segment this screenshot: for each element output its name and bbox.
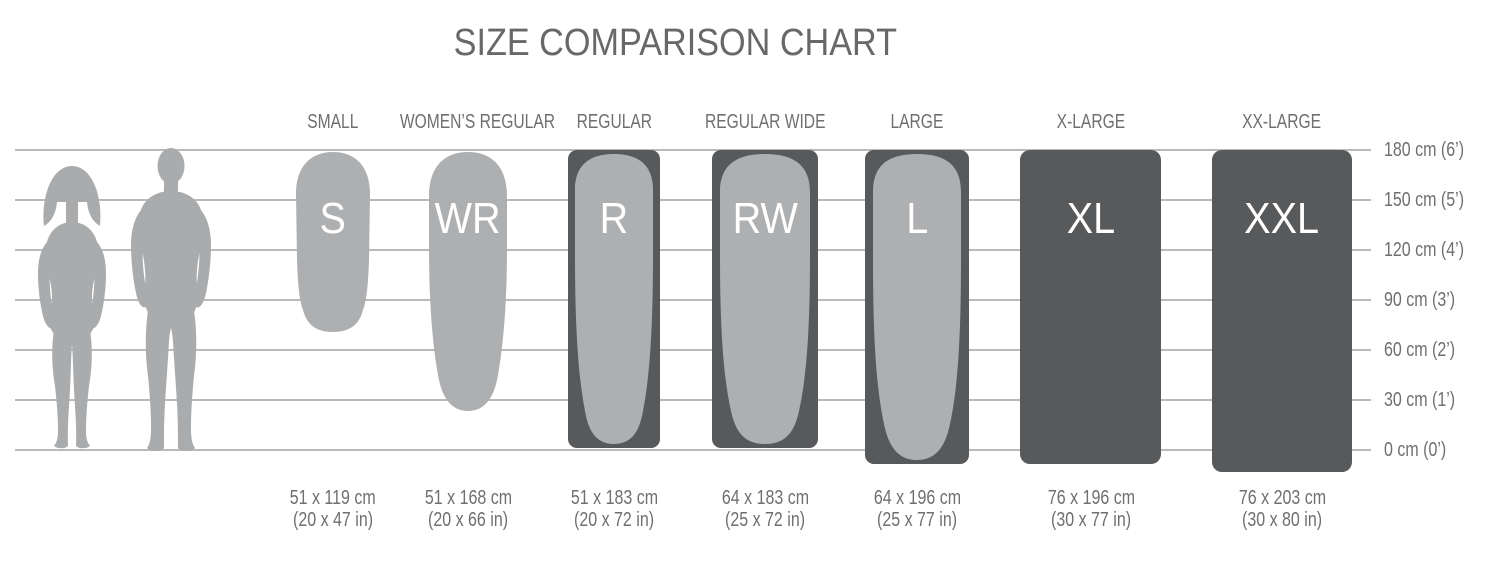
pad-abbr-regular-wide: RW [732,194,798,243]
grid-line-150cm [15,199,1371,201]
axis-label-0cm: 0 cm (0’) [1384,439,1447,461]
size-label-xx-large: XX-LARGE [1242,111,1322,133]
dimensions-x-large: 76 x 196 cm (30 x 77 in) [1001,487,1181,531]
dimensions-in: (25 x 77 in) [876,509,958,531]
pad-abbr-small: S [319,194,347,243]
grid-line-180cm [15,149,1371,151]
dimensions-in: (20 x 47 in) [292,509,374,531]
axis-label-120cm: 120 cm (4’) [1384,239,1465,261]
pad-shape-regular: R [568,150,660,448]
dimensions-in: (20 x 72 in) [573,509,655,531]
size-label-regular: REGULAR [576,111,652,133]
dimensions-cm: 76 x 203 cm [1238,487,1326,509]
size-label-x-large: X-LARGE [1056,111,1126,133]
grid-line-0cm [15,449,1371,451]
pad-abbr-xx-large: XXL [1244,194,1320,243]
pad-abbr-womens-regular: WR [435,194,501,243]
dimensions-in: (20 x 66 in) [427,509,509,531]
axis-label-60cm: 60 cm (2’) [1384,339,1456,361]
size-label-regular-wide: REGULAR WIDE [704,111,826,133]
size-label-large: LARGE [890,111,944,133]
dimensions-regular: 51 x 183 cm (20 x 72 in) [524,487,704,531]
pad-abbr-x-large: XL [1066,194,1115,243]
pad-shape-x-large: XL [1020,150,1161,464]
grid-line-90cm [15,299,1371,301]
man-silhouette-icon [127,147,215,452]
page-title: SIZE COMPARISON CHART [453,22,897,64]
woman-silhouette-icon [34,162,110,450]
dimensions-xx-large: 76 x 203 cm (30 x 80 in) [1192,487,1372,531]
dimensions-in: (25 x 72 in) [724,509,806,531]
size-label-womens-regular: WOMEN’S REGULAR [399,111,556,133]
pad-abbr-large: L [905,194,929,243]
dimensions-large: 64 x 196 cm (25 x 77 in) [827,487,1007,531]
dimensions-regular-wide: 64 x 183 cm (25 x 72 in) [675,487,855,531]
pad-shape-xx-large: XXL [1212,150,1352,472]
dimensions-in: (30 x 80 in) [1241,509,1323,531]
dimensions-womens-regular: 51 x 168 cm (20 x 66 in) [378,487,558,531]
axis-label-90cm: 90 cm (3’) [1384,289,1456,311]
axis-label-180cm: 180 cm (6’) [1384,139,1465,161]
dimensions-cm: 51 x 168 cm [424,487,512,509]
size-label-small: SMALL [307,111,359,133]
axis-label-30cm: 30 cm (1’) [1384,389,1456,411]
dimensions-cm: 76 x 196 cm [1047,487,1135,509]
dimensions-cm: 64 x 183 cm [721,487,809,509]
grid-line-30cm [15,399,1371,401]
dimensions-in: (30 x 77 in) [1050,509,1132,531]
pad-shape-small: S [291,150,375,334]
pad-abbr-regular: R [599,194,629,243]
grid-line-120cm [15,249,1371,251]
dimensions-cm: 51 x 183 cm [570,487,658,509]
grid-line-60cm [15,349,1371,351]
dimensions-cm: 51 x 119 cm [290,487,376,509]
dimensions-cm: 64 x 196 cm [873,487,961,509]
axis-label-150cm: 150 cm (5’) [1384,189,1465,211]
dimensions-small: 51 x 119 cm (20 x 47 in) [243,487,423,531]
pad-shape-womens-regular: WR [424,150,512,413]
pad-shape-regular-wide: RW [712,150,818,448]
pad-shape-large: L [865,150,969,464]
